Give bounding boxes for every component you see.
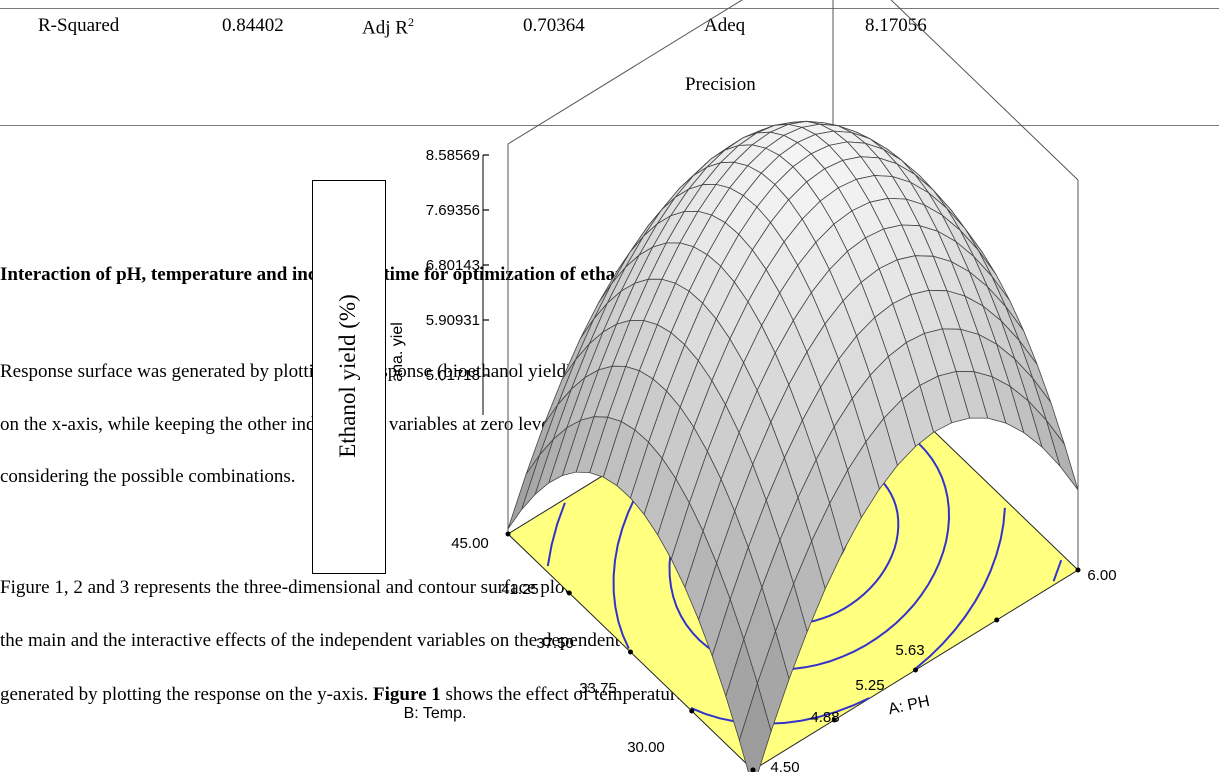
figure-1-reference: Figure 1: [373, 684, 441, 705]
ph-tick-label: 6.00: [1087, 567, 1116, 584]
surface-cell: [738, 682, 772, 772]
temp-tick-label: 30.00: [627, 739, 665, 756]
temp-tick: [628, 649, 633, 655]
ph-tick-label: 4.88: [810, 709, 839, 726]
paragraph-line-5: the main and the interactive effects of …: [0, 630, 798, 651]
ph-tick: [750, 767, 756, 772]
z-tick-label: 8.58569: [426, 147, 480, 164]
paragraph-6-before: generated by plotting the response on th…: [0, 684, 374, 705]
ph-tick-label: 5.63: [895, 642, 924, 659]
temp-tick: [505, 531, 511, 537]
temp-tick-label: 37.50: [536, 635, 574, 652]
ph-tick-label: 5.25: [855, 677, 884, 694]
temp-tick: [566, 590, 572, 596]
adj-r2-label-text: Adj R: [362, 17, 408, 39]
contour-line: [546, 502, 566, 567]
ph-tick: [1075, 567, 1081, 573]
adeq-value: 8.17056: [865, 15, 927, 36]
table-top-rule: [0, 8, 1219, 9]
axis-ticks: 8.58569 7.69356 6.80143 5.90931 5.01718 45.00…: [426, 147, 1117, 772]
x-axis-label: A: PH: [887, 693, 931, 718]
y-axis-label: B: Temp.: [404, 705, 467, 722]
z-tick-label: 5.90931: [426, 312, 480, 329]
temp-tick-label: 33.75: [579, 680, 617, 697]
ph-tick: [913, 667, 918, 673]
surface-mesh: [507, 120, 1079, 772]
adeq-label: Adeq: [704, 15, 746, 36]
ph-tick-label: 4.50: [770, 759, 799, 772]
z-axis-label: Ethanol yield (%): [335, 294, 360, 458]
contour-line: [1052, 559, 1063, 582]
z-axis-partial-label: ana. yiel: [389, 322, 406, 382]
box-top-edge: [507, 0, 1079, 181]
z-tick-label: 5.01718: [426, 367, 480, 384]
paragraph-line-3: considering the possible combinations.: [0, 466, 296, 487]
ylabel-box: [312, 180, 386, 574]
z-tick-label: 6.80143: [426, 257, 480, 274]
adj-r2-superscript: 2: [407, 15, 414, 29]
temp-tick: [689, 708, 695, 714]
r-squared-label: R-Squared: [38, 15, 120, 36]
contour-line: [914, 507, 1006, 670]
temp-tick-label: 45.00: [451, 535, 489, 552]
ph-tick: [994, 617, 1000, 623]
ph-tick: [831, 717, 837, 723]
z-tick-label: 7.69356: [426, 202, 480, 219]
contour-line: [690, 697, 870, 725]
precision-label: Precision: [685, 74, 756, 95]
adj-r2-value: 0.70364: [523, 15, 585, 36]
r-squared-value: 0.84402: [222, 15, 284, 36]
table-bottom-rule: [0, 125, 1219, 126]
temp-tick-label: 41.25: [501, 581, 539, 598]
adj-r2-label: Adj R2: [362, 15, 414, 39]
